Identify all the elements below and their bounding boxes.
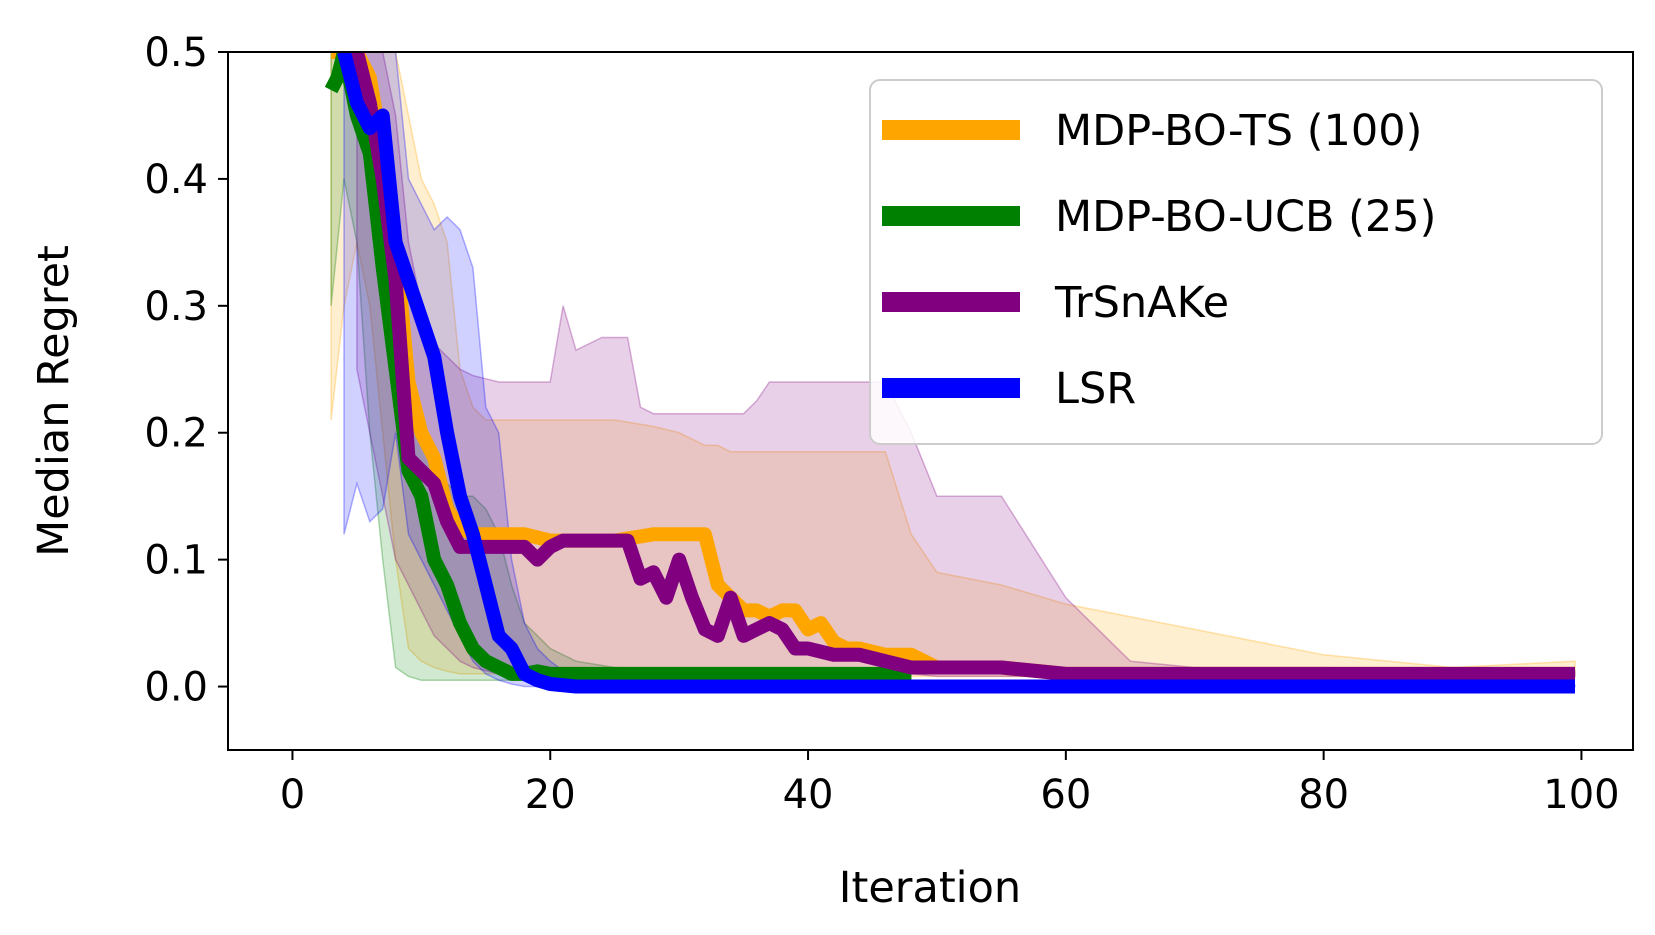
line-mdp-bo-ucb-25 — [324, 52, 912, 681]
line-lsr — [337, 52, 1575, 694]
plot-frame — [227, 51, 1634, 751]
y-tick-label: 0.0 — [144, 665, 208, 711]
legend-label-lsr: LSR — [1055, 364, 1136, 414]
y-tick-label: 0.3 — [144, 284, 208, 330]
x-tick-label: 40 — [783, 772, 834, 818]
line-mdp-bo-ts-100 — [331, 52, 1575, 681]
y-tick-label: 0.5 — [144, 30, 208, 76]
legend-label-mdp-bo-ts-100: MDP-BO-TS (100) — [1055, 106, 1422, 156]
x-axis-label: Iteration — [839, 863, 1021, 913]
y-tick-label: 0.1 — [144, 538, 208, 584]
y-axis: 0.0 0.1 0.2 0.3 0.4 0.5 — [144, 30, 228, 711]
y-tick-label: 0.4 — [144, 157, 208, 203]
x-tick-label: 100 — [1543, 772, 1619, 818]
x-tick-label: 60 — [1040, 772, 1091, 818]
series-lines — [324, 52, 1575, 694]
x-tick-label: 0 — [280, 772, 305, 818]
y-tick-label: 0.2 — [144, 411, 208, 457]
line-trsnake — [350, 52, 1575, 681]
legend-box — [869, 79, 1603, 445]
legend-label-trsnake: TrSnAKe — [1054, 278, 1229, 328]
x-tick-label: 80 — [1298, 772, 1349, 818]
x-tick-label: 20 — [525, 772, 576, 818]
y-axis-label: Median Regret — [29, 245, 79, 557]
legend: MDP-BO-TS (100) MDP-BO-UCB (25) TrSnAKe LSR — [869, 79, 1603, 445]
x-axis: 0 20 40 60 80 100 — [280, 750, 1620, 818]
legend-label-mdp-bo-ucb-25: MDP-BO-UCB (25) — [1055, 192, 1436, 242]
